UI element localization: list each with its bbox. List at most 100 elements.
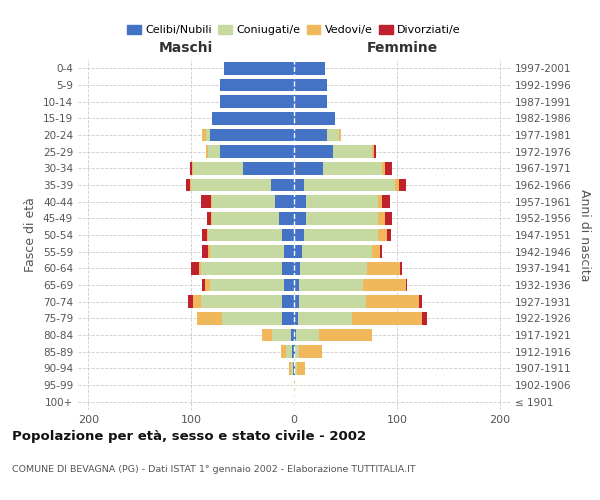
Bar <box>193 296 294 308</box>
Bar <box>294 129 327 141</box>
Bar <box>294 312 352 324</box>
Bar <box>294 346 322 358</box>
Bar <box>224 62 294 74</box>
Bar <box>294 146 374 158</box>
Bar <box>294 112 335 124</box>
Bar <box>294 196 382 208</box>
Bar <box>294 229 379 241</box>
Bar <box>294 62 325 74</box>
Bar <box>286 346 294 358</box>
Bar <box>281 229 294 241</box>
Bar <box>294 79 327 92</box>
Bar <box>212 196 294 208</box>
Bar <box>294 112 335 124</box>
Bar <box>294 279 299 291</box>
Bar <box>294 262 400 274</box>
Bar <box>294 62 325 74</box>
Bar <box>190 179 294 192</box>
Bar <box>294 279 406 291</box>
Bar <box>220 96 294 108</box>
Bar <box>294 179 399 192</box>
Text: Popolazione per età, sesso e stato civile - 2002: Popolazione per età, sesso e stato civil… <box>12 430 366 443</box>
Bar <box>278 212 294 224</box>
Bar <box>202 229 294 241</box>
Bar <box>289 362 294 374</box>
Bar <box>294 329 372 341</box>
Bar <box>294 229 304 241</box>
Bar <box>294 229 386 241</box>
Bar <box>294 162 323 174</box>
Bar <box>186 179 294 192</box>
Bar <box>220 146 294 158</box>
Bar <box>197 312 294 324</box>
Bar <box>294 296 419 308</box>
Bar <box>293 362 294 374</box>
Bar <box>294 296 422 308</box>
Bar <box>294 312 298 324</box>
Bar <box>294 362 305 374</box>
Bar <box>294 196 389 208</box>
Bar <box>206 212 294 224</box>
Bar <box>284 279 294 291</box>
Bar <box>294 112 335 124</box>
Bar <box>224 62 294 74</box>
Text: Maschi: Maschi <box>159 41 213 55</box>
Bar <box>294 212 379 224</box>
Bar <box>294 129 341 141</box>
Bar <box>294 329 319 341</box>
Bar <box>202 129 294 141</box>
Bar <box>294 362 295 374</box>
Bar <box>294 162 385 174</box>
Bar <box>294 246 380 258</box>
Bar <box>211 212 294 224</box>
Bar <box>188 296 294 308</box>
Bar <box>294 262 300 274</box>
Bar <box>212 212 294 224</box>
Y-axis label: Anni di nascita: Anni di nascita <box>578 188 591 281</box>
Legend: Celibi/Nubili, Coniugati/e, Vedovi/e, Divorziati/e: Celibi/Nubili, Coniugati/e, Vedovi/e, Di… <box>123 20 465 40</box>
Bar <box>294 146 333 158</box>
Bar <box>294 196 307 208</box>
Bar <box>262 329 294 341</box>
Bar <box>294 162 392 174</box>
Bar <box>208 246 294 258</box>
Bar <box>294 179 304 192</box>
Bar <box>206 146 294 158</box>
Bar <box>222 312 294 324</box>
Bar <box>202 296 294 308</box>
Bar <box>220 96 294 108</box>
Bar <box>294 346 322 358</box>
Bar <box>294 62 325 74</box>
Bar <box>202 262 294 274</box>
Bar <box>294 179 395 192</box>
Bar <box>294 96 327 108</box>
Bar <box>275 196 294 208</box>
Bar <box>291 362 294 374</box>
Bar <box>208 146 294 158</box>
Bar <box>294 96 327 108</box>
Bar <box>206 146 294 158</box>
Text: Femmine: Femmine <box>367 41 437 55</box>
Bar <box>202 196 294 208</box>
Bar <box>220 79 294 92</box>
Bar <box>294 312 422 324</box>
Bar <box>191 179 294 192</box>
Bar <box>294 346 299 358</box>
Bar <box>294 112 335 124</box>
Bar <box>281 346 294 358</box>
Bar <box>294 329 296 341</box>
Bar <box>294 379 295 391</box>
Bar <box>212 112 294 124</box>
Bar <box>209 129 294 141</box>
Bar <box>294 246 382 258</box>
Bar <box>206 229 294 241</box>
Bar <box>281 262 294 274</box>
Bar <box>211 196 294 208</box>
Bar <box>212 112 294 124</box>
Bar <box>294 279 407 291</box>
Bar <box>262 329 294 341</box>
Bar <box>212 112 294 124</box>
Bar <box>294 212 307 224</box>
Bar <box>220 96 294 108</box>
Bar <box>209 279 294 291</box>
